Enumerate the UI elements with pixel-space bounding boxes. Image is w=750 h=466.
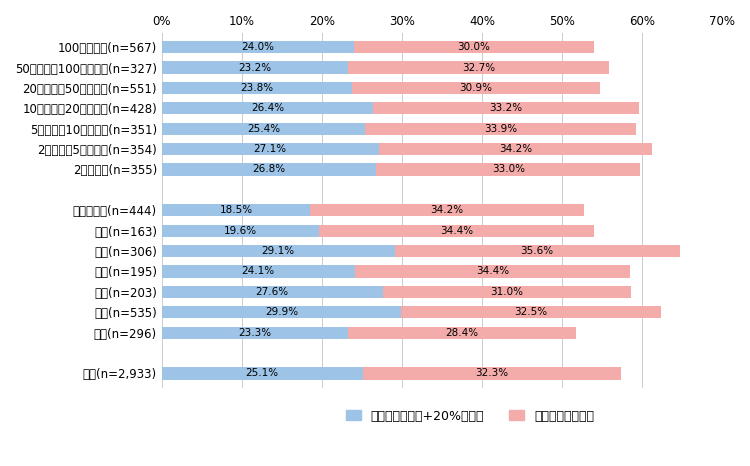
Text: 25.1%: 25.1% <box>246 369 279 378</box>
Bar <box>347 62 609 74</box>
Text: 23.2%: 23.2% <box>238 62 272 73</box>
Bar <box>162 41 354 53</box>
Bar <box>355 265 630 278</box>
Bar <box>354 41 594 53</box>
Legend: 増加している（+20%以上）, やや増加している: 増加している（+20%以上）, やや増加している <box>340 404 599 428</box>
Bar <box>162 143 379 155</box>
Bar <box>394 245 680 257</box>
Text: 24.1%: 24.1% <box>242 267 274 276</box>
Text: 23.3%: 23.3% <box>238 328 272 338</box>
Bar <box>162 327 348 339</box>
Bar <box>162 225 319 237</box>
Text: 25.4%: 25.4% <box>247 123 280 134</box>
Text: 34.4%: 34.4% <box>440 226 473 236</box>
Text: 27.6%: 27.6% <box>256 287 289 297</box>
Bar <box>352 82 599 94</box>
Text: 24.0%: 24.0% <box>242 42 274 52</box>
Bar <box>162 367 363 379</box>
Bar <box>363 367 621 379</box>
Bar <box>162 123 365 135</box>
Text: 33.2%: 33.2% <box>490 103 523 113</box>
Bar <box>162 245 394 257</box>
Bar <box>162 286 382 298</box>
Bar <box>162 265 355 278</box>
Text: 32.5%: 32.5% <box>514 307 548 317</box>
Text: 29.9%: 29.9% <box>265 307 298 317</box>
Text: 19.6%: 19.6% <box>224 226 256 236</box>
Text: 31.0%: 31.0% <box>490 287 524 297</box>
Text: 18.5%: 18.5% <box>219 206 253 215</box>
Bar <box>401 306 662 318</box>
Bar <box>379 143 652 155</box>
Bar <box>376 164 640 176</box>
Text: 34.2%: 34.2% <box>430 206 464 215</box>
Bar <box>319 225 594 237</box>
Bar <box>382 286 631 298</box>
Bar <box>162 82 352 94</box>
Text: 29.1%: 29.1% <box>262 246 295 256</box>
Text: 30.0%: 30.0% <box>458 42 490 52</box>
Text: 34.2%: 34.2% <box>499 144 532 154</box>
Text: 34.4%: 34.4% <box>476 267 509 276</box>
Text: 26.8%: 26.8% <box>253 164 286 174</box>
Text: 28.4%: 28.4% <box>446 328 478 338</box>
Text: 35.6%: 35.6% <box>520 246 554 256</box>
Text: 32.7%: 32.7% <box>462 62 495 73</box>
Bar <box>373 102 639 115</box>
Bar <box>162 102 373 115</box>
Bar <box>162 306 401 318</box>
Bar <box>310 204 584 216</box>
Text: 33.0%: 33.0% <box>492 164 525 174</box>
Text: 26.4%: 26.4% <box>251 103 284 113</box>
Bar <box>365 123 637 135</box>
Text: 33.9%: 33.9% <box>484 123 518 134</box>
Bar <box>162 164 376 176</box>
Text: 32.3%: 32.3% <box>476 369 508 378</box>
Bar <box>348 327 575 339</box>
Text: 27.1%: 27.1% <box>254 144 286 154</box>
Bar <box>162 62 347 74</box>
Text: 23.8%: 23.8% <box>241 83 274 93</box>
Bar <box>162 204 310 216</box>
Text: 30.9%: 30.9% <box>460 83 493 93</box>
